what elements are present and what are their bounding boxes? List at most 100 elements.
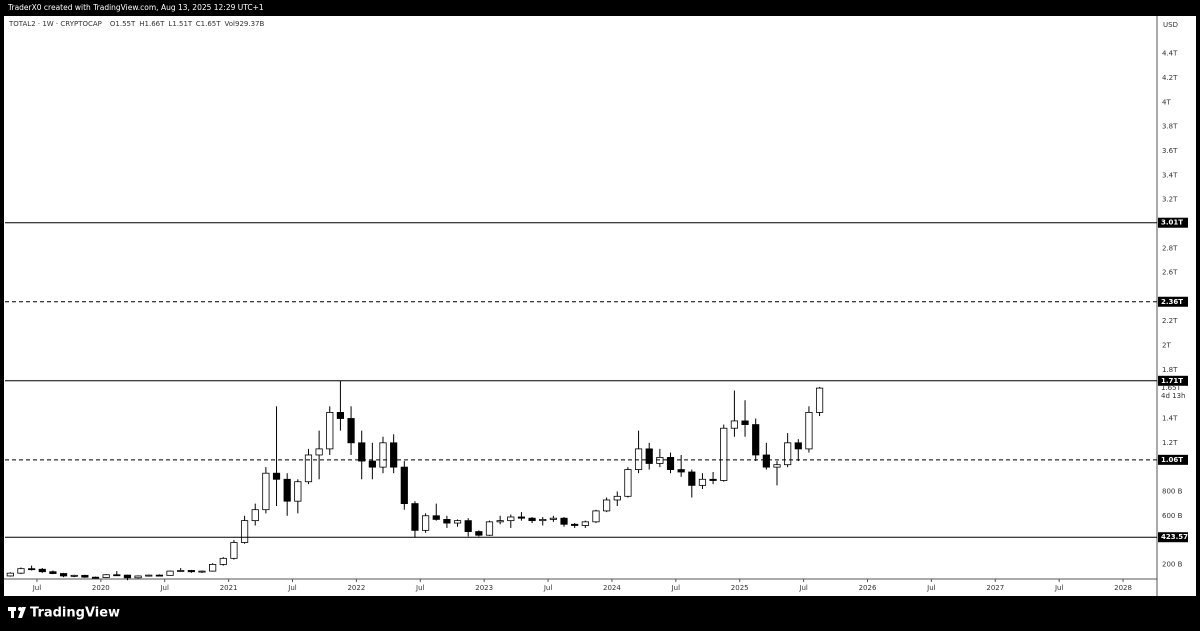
- x-tick-label: Jul: [159, 584, 169, 592]
- header: TraderX0 created with TradingView.com, A…: [7, 3, 264, 12]
- candle-body: [784, 442, 792, 466]
- candle-body: [794, 442, 802, 450]
- legend-value: 1.65T: [201, 20, 222, 28]
- level-label: 3.01T: [1161, 219, 1183, 227]
- x-tick-label: Jul: [671, 584, 681, 592]
- candle-body: [390, 442, 398, 468]
- x-tick-label: Jul: [287, 584, 297, 592]
- x-tick-label: 2027: [986, 584, 1004, 592]
- legend-label: L: [168, 20, 172, 28]
- level-label: 1.06T: [1161, 456, 1183, 464]
- x-tick-label: 2026: [859, 584, 877, 592]
- candle-body: [49, 571, 57, 574]
- candle-body: [539, 519, 547, 522]
- candle-body: [347, 418, 355, 444]
- x-tick-label: Jul: [798, 584, 808, 592]
- x-tick-label: Jul: [926, 584, 936, 592]
- y-tick-label: 1.4T: [1162, 414, 1178, 422]
- legend-label: H: [139, 20, 144, 28]
- candle-body: [453, 520, 462, 524]
- candle-body: [464, 520, 472, 532]
- legend-value: 1.55T: [115, 20, 136, 28]
- candle-body: [752, 424, 760, 456]
- candle-body: [613, 495, 621, 501]
- candle-body: [815, 387, 824, 413]
- level-label: 423.57B: [1161, 533, 1193, 541]
- x-tick-label: Jul: [415, 584, 425, 592]
- x-tick-label: 2028: [1114, 584, 1132, 592]
- y-tick-label: 200 B: [1162, 560, 1183, 568]
- candle-body: [773, 464, 781, 468]
- candle-body: [634, 448, 643, 470]
- candle-body: [304, 454, 313, 483]
- candle-body: [38, 568, 46, 573]
- candle-body: [187, 570, 195, 573]
- candle-body: [166, 570, 174, 576]
- x-tick-label: 2021: [220, 584, 238, 592]
- candle-body: [560, 517, 568, 525]
- currency: USD: [1163, 21, 1178, 29]
- candle-body: [294, 481, 302, 502]
- level-tag: [1158, 375, 1188, 386]
- legend-value: 1.51T: [172, 20, 193, 28]
- candle-body: [730, 420, 738, 429]
- candle-body: [571, 523, 579, 526]
- candle-body: [198, 570, 206, 573]
- y-tick-label: 800 B: [1162, 487, 1183, 495]
- candle-body: [283, 478, 291, 502]
- y-tick-label: 4.2T: [1162, 74, 1178, 82]
- candle-body: [155, 574, 163, 577]
- candle-body: [91, 576, 100, 579]
- x-tick-label: 2023: [475, 584, 493, 592]
- candle-body: [507, 516, 515, 522]
- candle-body: [251, 509, 259, 522]
- level-tag: [1158, 532, 1188, 543]
- candle-body: [177, 570, 185, 572]
- level-tag: [1158, 296, 1188, 307]
- y-tick-label: 4T: [1162, 98, 1171, 106]
- last-price: 1.65T: [1161, 384, 1182, 392]
- candle-body: [134, 575, 142, 579]
- candle-body: [326, 412, 334, 450]
- y-tick-label: 3.2T: [1162, 196, 1178, 204]
- candle-body: [59, 573, 68, 577]
- candle-body: [6, 572, 14, 577]
- x-tick-label: 2020: [92, 584, 110, 592]
- y-tick-label: 3.8T: [1162, 123, 1178, 131]
- candle-body: [315, 448, 323, 456]
- candle-body: [528, 517, 536, 522]
- y-tick-label: 1.2T: [1162, 439, 1178, 447]
- candle-body: [123, 574, 132, 579]
- candle-body: [666, 457, 675, 470]
- brand-icon: [8, 607, 26, 618]
- candle-body: [240, 520, 249, 543]
- y-tick-label: 2T: [1162, 342, 1171, 350]
- candle-body: [592, 510, 600, 523]
- x-tick-label: Jul: [32, 584, 42, 592]
- countdown: 4d 13h: [1161, 392, 1185, 400]
- candle-body: [549, 517, 557, 520]
- candle-body: [496, 520, 504, 523]
- x-tick-label: Jul: [543, 584, 553, 592]
- candle-body: [113, 574, 121, 577]
- candle-body: [358, 442, 366, 462]
- brand: TradingView: [30, 606, 120, 621]
- candle-body: [720, 427, 728, 481]
- candle-body: [475, 531, 483, 536]
- candle-body: [209, 564, 217, 572]
- y-tick-label: 2.2T: [1162, 317, 1178, 325]
- candle-body: [219, 557, 227, 565]
- candle-body: [709, 478, 717, 481]
- x-tick-label: Jul: [1054, 584, 1064, 592]
- candle-body: [698, 478, 707, 486]
- candle-body: [762, 454, 770, 468]
- y-tick-label: 3.6T: [1162, 147, 1178, 155]
- level-tag: [1158, 217, 1188, 228]
- candle-body: [262, 472, 270, 511]
- candle-body: [28, 568, 36, 571]
- legend-value: 1.66T: [145, 20, 166, 28]
- y-tick-label: 1.8T: [1162, 366, 1178, 374]
- legend-label: Vol: [225, 20, 236, 28]
